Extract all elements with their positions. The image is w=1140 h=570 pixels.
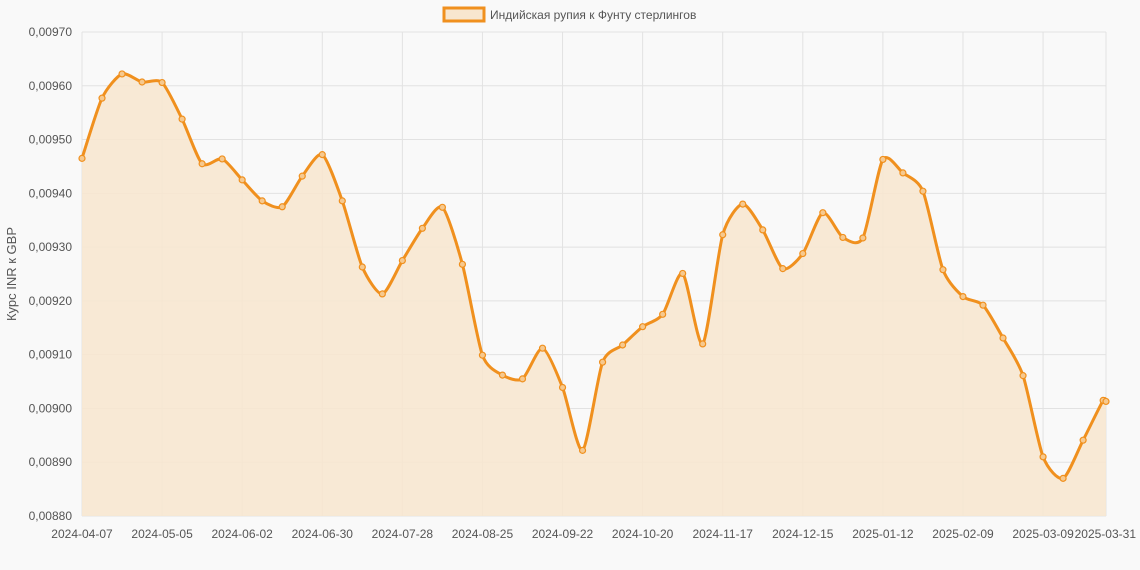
data-point[interactable]: [979, 301, 987, 309]
data-point[interactable]: [739, 200, 747, 208]
data-point[interactable]: [78, 154, 86, 162]
y-tick-label: 0,00880: [29, 509, 73, 523]
x-tick-label: 2024-05-05: [131, 527, 193, 541]
data-point[interactable]: [959, 292, 967, 301]
data-point[interactable]: [478, 351, 487, 359]
y-axis-ticks: 0,00880 0,00890 0,00900 0,00910 0,00920 0,009…: [29, 25, 73, 523]
points-layer: [78, 70, 1110, 482]
data-point[interactable]: [458, 260, 467, 268]
x-axis-ticks: 2024-04-07 2024-05-05 2024-06-02 2024-06-30…: [51, 527, 1136, 541]
data-point[interactable]: [899, 169, 907, 177]
data-point[interactable]: [238, 176, 246, 184]
x-tick-label: 2024-12-15: [772, 527, 834, 541]
data-point[interactable]: [98, 94, 106, 102]
data-point[interactable]: [298, 172, 306, 180]
data-point[interactable]: [679, 269, 687, 278]
data-point[interactable]: [418, 224, 426, 232]
data-point[interactable]: [639, 323, 647, 331]
data-point[interactable]: [699, 340, 707, 348]
data-point[interactable]: [859, 234, 867, 242]
legend[interactable]: Индийская рупия к Фунту стерлингов: [442, 6, 696, 23]
x-tick-label: 2024-06-30: [292, 527, 354, 541]
data-point[interactable]: [879, 155, 887, 164]
y-tick-label: 0,00890: [29, 455, 73, 469]
x-tick-label: 2025-02-09: [932, 527, 994, 541]
data-point[interactable]: [138, 78, 146, 86]
y-tick-label: 0,00970: [29, 25, 73, 39]
x-tick-label: 2024-04-07: [51, 527, 113, 541]
data-point[interactable]: [518, 375, 527, 383]
data-point[interactable]: [398, 256, 406, 265]
data-point[interactable]: [378, 290, 386, 298]
data-point[interactable]: [118, 70, 126, 78]
data-point[interactable]: [999, 334, 1007, 342]
data-point[interactable]: [258, 197, 266, 205]
data-point[interactable]: [1019, 372, 1027, 380]
x-tick-label: 2024-06-02: [211, 527, 273, 541]
data-point[interactable]: [939, 266, 947, 274]
legend-swatch[interactable]: [442, 6, 486, 23]
data-point[interactable]: [1102, 397, 1110, 406]
y-tick-label: 0,00940: [29, 186, 73, 200]
data-point[interactable]: [598, 358, 607, 366]
y-tick-label: 0,00930: [29, 240, 73, 254]
y-axis-title: Курс INR к GBP: [4, 227, 19, 321]
data-point[interactable]: [438, 203, 446, 211]
data-point[interactable]: [318, 151, 326, 159]
data-point[interactable]: [759, 226, 767, 234]
data-point[interactable]: [158, 78, 166, 87]
data-point[interactable]: [278, 203, 286, 211]
data-point[interactable]: [799, 249, 807, 258]
x-tick-label: 2025-03-09: [1012, 527, 1074, 541]
y-tick-label: 0,00910: [29, 348, 73, 362]
data-point[interactable]: [1059, 474, 1067, 482]
data-point[interactable]: [358, 263, 366, 271]
data-point[interactable]: [558, 383, 567, 392]
data-point[interactable]: [719, 231, 727, 239]
y-tick-label: 0,00900: [29, 401, 73, 415]
data-point[interactable]: [618, 341, 627, 349]
data-point[interactable]: [198, 160, 206, 168]
x-tick-label: 2024-11-17: [692, 527, 753, 541]
y-tick-label: 0,00950: [29, 133, 73, 147]
y-tick-label: 0,00960: [29, 79, 73, 93]
data-point[interactable]: [578, 446, 587, 454]
data-point[interactable]: [779, 265, 787, 273]
data-point[interactable]: [659, 310, 667, 318]
x-tick-label: 2024-10-20: [612, 527, 674, 541]
data-point[interactable]: [218, 155, 226, 163]
data-point[interactable]: [839, 233, 847, 242]
data-point[interactable]: [538, 344, 547, 352]
data-point[interactable]: [1079, 436, 1087, 444]
x-tick-label: 2025-03-31: [1075, 527, 1137, 541]
data-point[interactable]: [1039, 453, 1047, 461]
x-tick-label: 2024-08-25: [452, 527, 514, 541]
legend-label[interactable]: Индийская рупия к Фунту стерлингов: [490, 8, 696, 22]
data-point[interactable]: [498, 371, 507, 379]
data-point[interactable]: [338, 197, 346, 205]
x-tick-label: 2024-09-22: [532, 527, 594, 541]
area-layer: [82, 73, 1106, 516]
data-point[interactable]: [178, 115, 186, 123]
series-area: [82, 73, 1106, 516]
x-tick-label: 2025-01-12: [852, 527, 914, 541]
x-tick-label: 2024-07-28: [372, 527, 434, 541]
data-point[interactable]: [819, 209, 827, 217]
y-tick-label: 0,00920: [29, 294, 73, 308]
data-point[interactable]: [919, 187, 927, 195]
